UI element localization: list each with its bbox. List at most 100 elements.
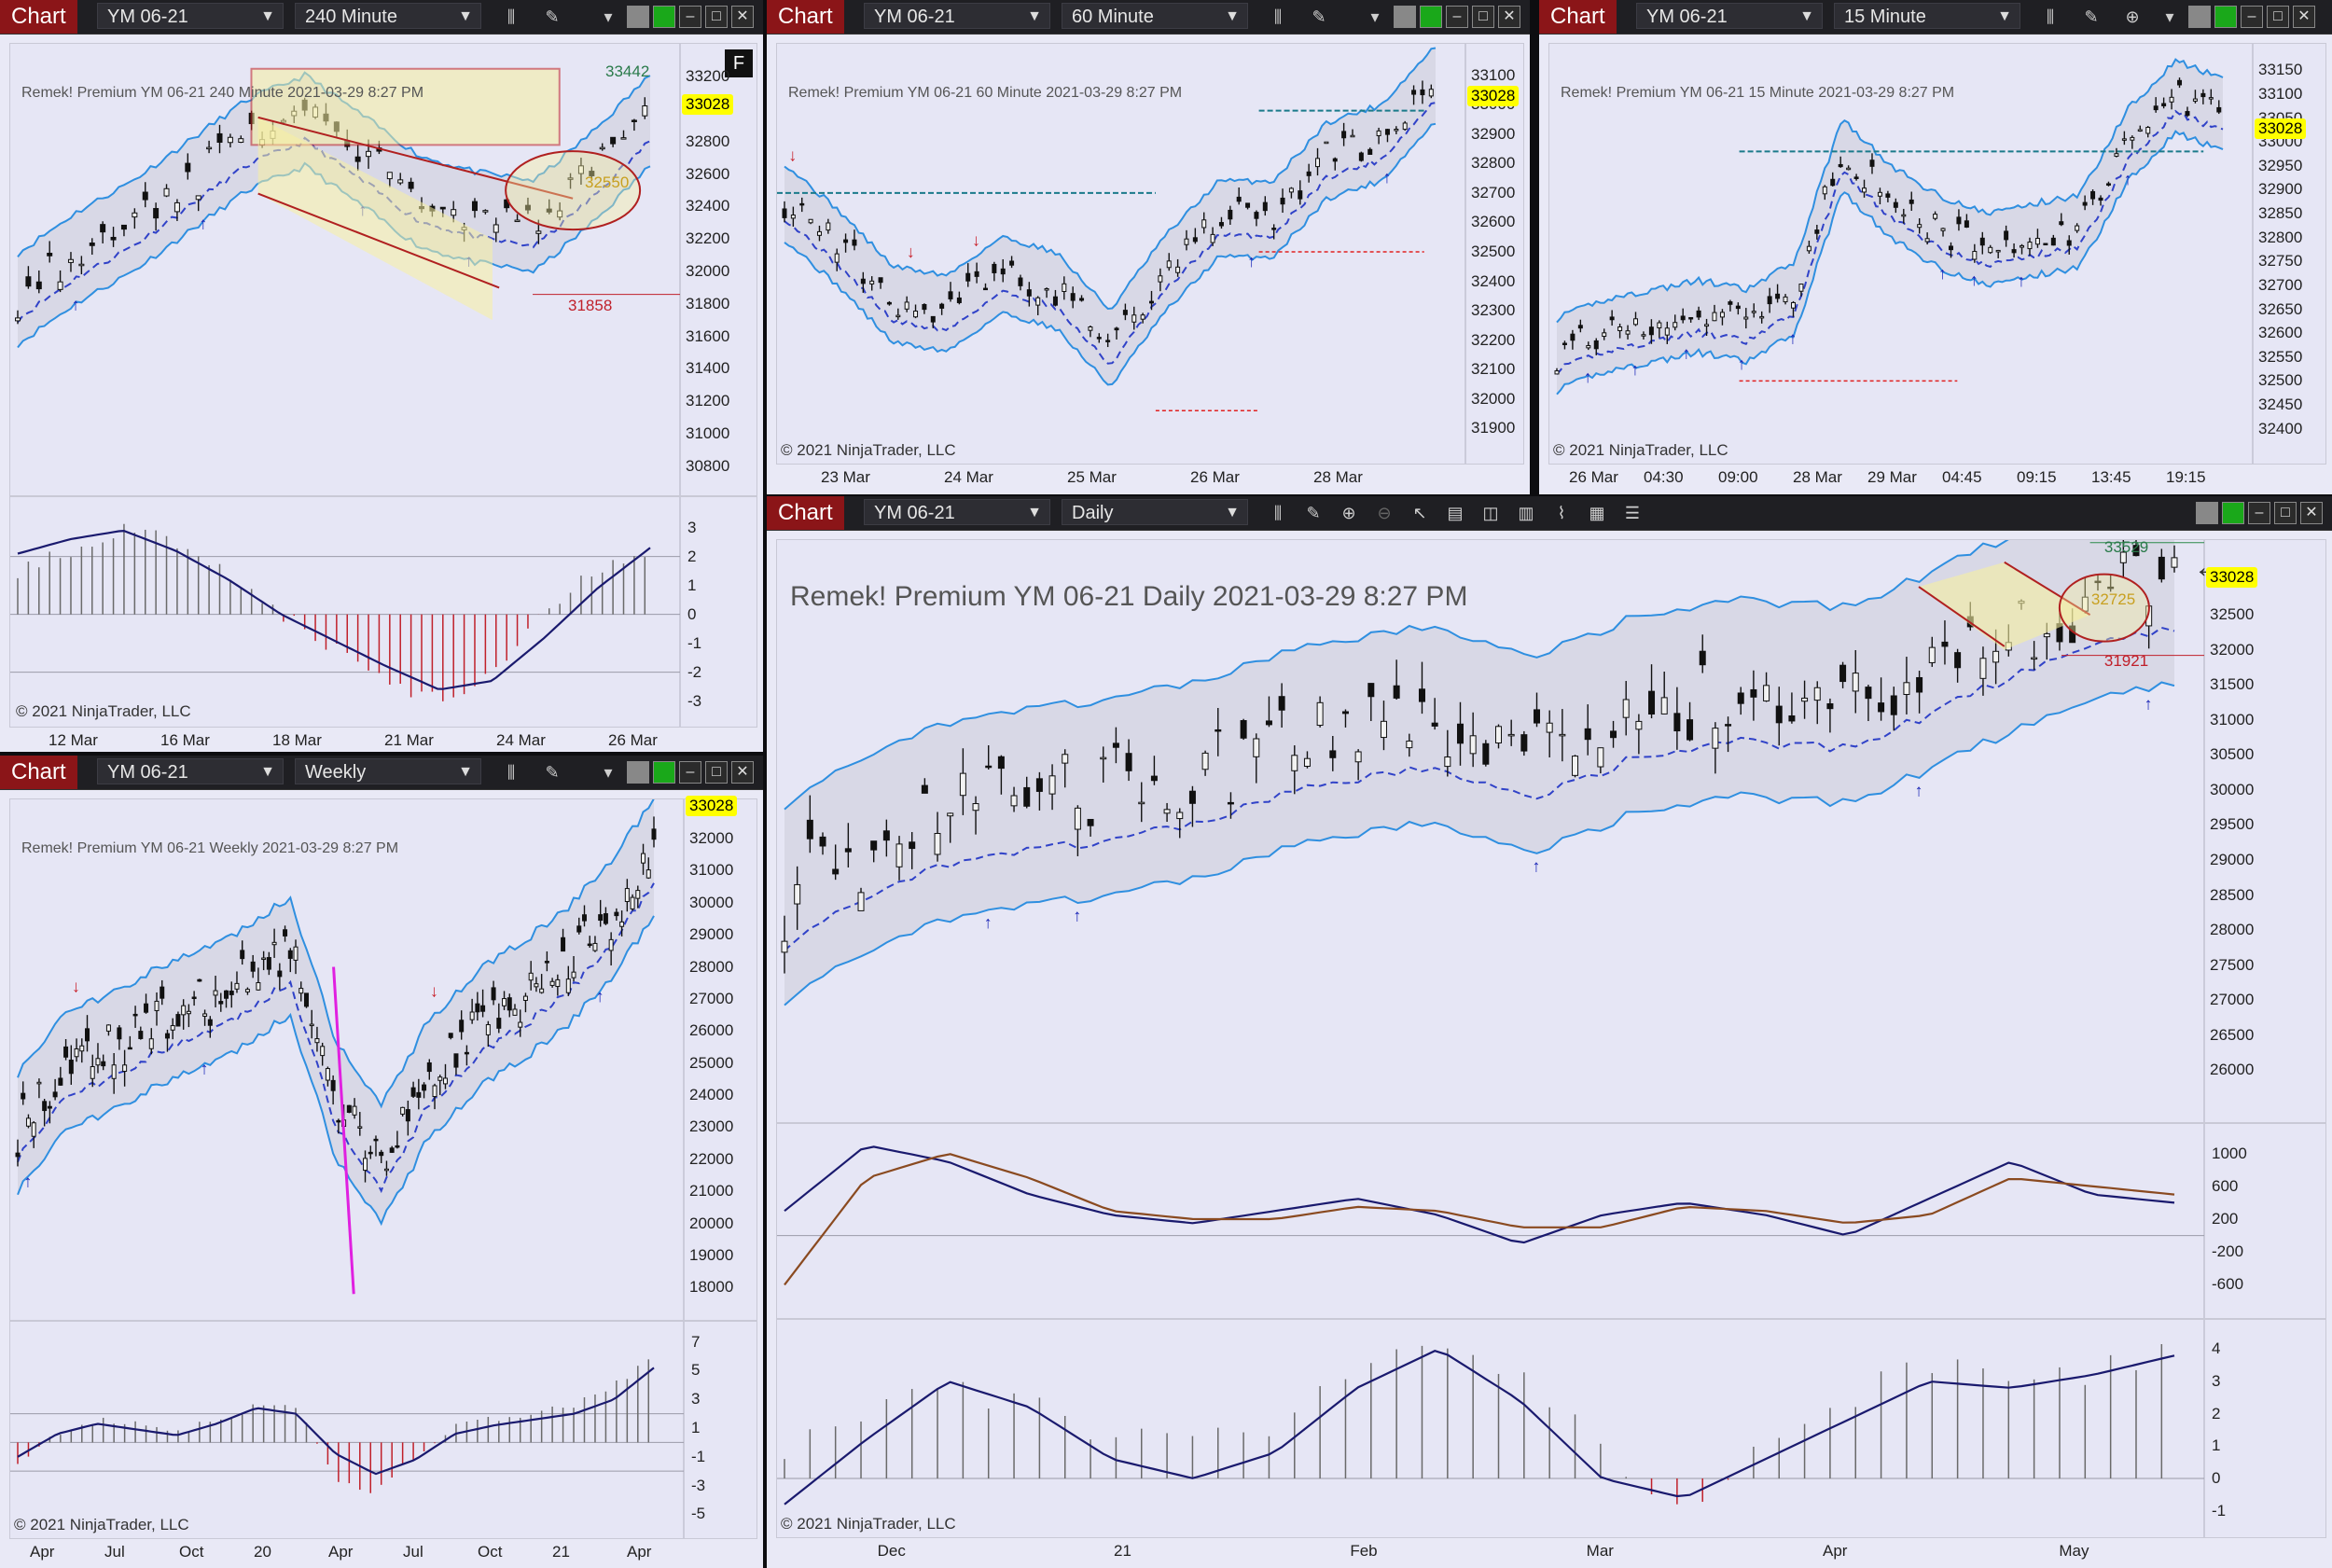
y-tick-label: 33150 [2258,61,2303,79]
chart-tab[interactable]: Chart [767,496,844,530]
copyright: © 2021 NinjaTrader, LLC [781,1515,956,1533]
link-button[interactable] [2188,6,2211,28]
bar-style-icon[interactable]: ⫼ [1273,7,1283,26]
instrument-select[interactable]: YM 06-21 ▼ [97,3,284,29]
zoom-out-icon[interactable]: ⊖ [1377,504,1392,522]
y-tick-label: 32200 [686,229,730,248]
close-button[interactable]: ✕ [2293,6,2315,28]
interval-select[interactable]: 15 Minute ▼ [1834,3,2020,29]
candle-body [1725,724,1732,727]
price-panel[interactable]: ↑ ↑ ↓ ↓ ↓ Remek! Premium YM 06-21 60 Minute … [776,43,1524,465]
drawing-tool-icon[interactable]: ✎ [1312,7,1326,26]
interval-select[interactable]: 240 Minute ▼ [295,3,481,29]
list-icon[interactable]: ☰ [1624,504,1641,522]
minimize-button[interactable]: – [2241,6,2263,28]
minimize-button[interactable]: – [679,761,701,784]
zoom-in-icon[interactable]: ⊕ [2125,7,2140,26]
bar-style-icon[interactable]: ⫼ [507,7,516,26]
candle-body [67,258,74,263]
drawing-tool-icon[interactable]: ✎ [1306,504,1321,522]
drawing-tool-icon[interactable]: ✎ [545,763,560,782]
maximize-button[interactable]: □ [2267,6,2289,28]
chevron-down-icon[interactable]: ▾ [604,763,613,782]
bar-style-icon[interactable]: ⫼ [2046,7,2055,26]
candle-body [1964,220,1969,229]
candle-body [535,230,542,234]
up-arrow: ↑ [1533,856,1541,875]
chevron-down-icon: ▼ [260,764,275,780]
link-button[interactable] [627,6,649,28]
price-panel[interactable]: ↑ ↑ ↑ ↑ ↑ ↑ ↑ ↑ ↑ Remek! Premium YM 06-21 15 Min… [1548,43,2326,465]
time-axis: 23 Mar 24 Mar 25 Mar 26 Mar 28 Mar [776,465,1524,489]
candle-body [287,950,293,959]
instrument-link-button[interactable] [2214,6,2237,28]
instrument-link-button[interactable] [1420,6,1442,28]
minimize-button[interactable]: – [2248,502,2270,524]
candle-body [614,911,619,917]
chart-tab[interactable]: Chart [0,0,77,34]
chart-svg [777,1124,2205,1318]
candle-body [1839,664,1847,683]
maximize-button[interactable]: □ [705,761,728,784]
chevron-down-icon[interactable]: ▾ [2165,7,2174,26]
chart-tab[interactable]: Chart [0,756,77,789]
indicator-icon[interactable]: ⌇ [1557,504,1566,522]
link-button[interactable] [2196,502,2218,524]
candle-body [959,772,966,797]
interval-select[interactable]: Daily ▼ [1062,499,1248,525]
maximize-button[interactable]: □ [705,6,728,28]
chart-tab[interactable]: Chart [1539,0,1617,34]
candle-body [2192,98,2198,102]
chart-tab[interactable]: Chart [767,0,844,34]
candle-body [2034,238,2040,245]
zoom-in-icon[interactable]: ⊕ [1341,504,1356,522]
close-button[interactable]: ✕ [1498,6,1520,28]
candle-body [442,1077,448,1085]
oscillator-panel[interactable]: © 2021 NinjaTrader, LLC 7 5 3 1 -1 -3 -5 [9,1321,757,1539]
instrument-select[interactable]: YM 06-21 ▼ [864,3,1050,29]
maximize-button[interactable]: □ [2274,502,2297,524]
pointer-icon[interactable]: ↖ [1412,504,1427,522]
link-button[interactable] [627,761,649,784]
bar-style-icon[interactable]: ⫼ [1273,504,1283,522]
candle-body [422,1084,427,1091]
close-button[interactable]: ✕ [2300,502,2323,524]
candle-body [1534,709,1541,724]
calculator-icon[interactable]: ▦ [1589,504,1605,522]
drawing-tool-icon[interactable]: ✎ [2084,7,2099,26]
candle-body [2158,556,2165,580]
instrument-select[interactable]: YM 06-21 ▼ [864,499,1050,525]
instrument-select[interactable]: YM 06-21 ▼ [1636,3,1823,29]
chevron-down-icon[interactable]: ▾ [604,7,613,26]
data-box-icon[interactable]: ▤ [1447,504,1464,522]
interval-select[interactable]: Weekly ▼ [295,758,481,784]
properties-icon[interactable]: ◫ [1482,504,1499,522]
chart-toolbar: Chart YM 06-21 ▼ 60 Minute ▼ ⫼ ✎ ▾ – □ ✕ [767,0,1530,35]
minimize-button[interactable]: – [679,6,701,28]
maximize-button[interactable]: □ [1472,6,1494,28]
corner-button[interactable]: F [725,49,753,77]
close-button[interactable]: ✕ [731,761,754,784]
instrument-link-button[interactable] [653,761,675,784]
oscillator-panel[interactable]: © 2021 NinjaTrader, LLC 3 2 1 0 -1 -2 -3 [9,496,757,728]
price-panel[interactable]: ↑ ↑ ↑ ↑ ↑ Remek! Premium YM 06-21 Daily 2021… [776,538,2326,1123]
minimize-button[interactable]: – [1446,6,1468,28]
drawing-tool-icon[interactable]: ✎ [545,7,560,26]
price-panel[interactable]: ↑ ↑ ↑ ↓ ↓ Remek! Premium YM 06-21 Weekly 202… [9,795,757,1321]
bar-style-icon[interactable]: ⫼ [507,763,516,782]
oscillator-panel[interactable]: © 2021 NinjaTrader, LLC 4 3 2 1 0 -1 [776,1319,2326,1538]
up-arrow: ↑ [1682,343,1690,362]
chevron-down-icon[interactable]: ▾ [1370,7,1380,26]
candle-body [148,1038,154,1049]
price-panel[interactable]: ↑↑↑↑ Remek! Premium YM 06-21 240 Minute … [9,43,757,496]
close-button[interactable]: ✕ [731,6,754,28]
instrument-link-button[interactable] [653,6,675,28]
candle-body [234,982,240,990]
link-button[interactable] [1394,6,1416,28]
strategy-icon[interactable]: ▥ [1518,504,1534,522]
instrument-link-button[interactable] [2222,502,2244,524]
interval-select[interactable]: 60 Minute ▼ [1062,3,1248,29]
instrument-select[interactable]: YM 06-21 ▼ [97,758,284,784]
oscillator-panel[interactable]: 1000 600 200 -200 -600 [776,1123,2326,1319]
candle-body [1632,318,1638,326]
